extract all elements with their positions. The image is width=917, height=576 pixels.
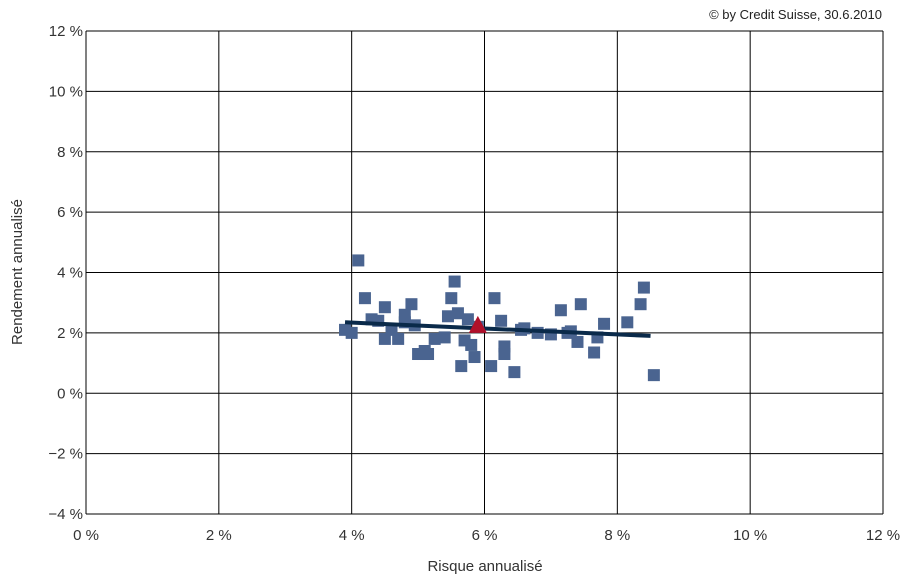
data-point bbox=[465, 338, 478, 351]
x-tick-label: 2 % bbox=[206, 527, 232, 544]
data-point bbox=[588, 346, 601, 359]
data-point bbox=[405, 298, 418, 311]
x-axis-title: Risque annualisé bbox=[427, 558, 542, 575]
y-tick-label: 12 % bbox=[49, 23, 83, 40]
data-point bbox=[461, 313, 474, 326]
highlight-point bbox=[468, 315, 487, 333]
x-tick-label: 10 % bbox=[733, 527, 767, 544]
data-point bbox=[637, 281, 650, 294]
x-tick-label: 0 % bbox=[73, 527, 99, 544]
data-point bbox=[468, 351, 481, 364]
trend-line bbox=[344, 320, 651, 338]
data-point bbox=[495, 314, 508, 327]
data-point bbox=[392, 332, 405, 345]
data-point bbox=[451, 307, 464, 320]
y-tick-label: 10 % bbox=[49, 83, 83, 100]
data-point bbox=[488, 292, 501, 305]
y-tick-label: 0 % bbox=[57, 385, 83, 402]
data-series bbox=[339, 254, 660, 382]
data-point bbox=[385, 323, 398, 336]
data-point bbox=[358, 292, 371, 305]
y-tick-label: −2 % bbox=[48, 446, 83, 463]
data-point bbox=[378, 301, 391, 314]
x-tick-label: 6 % bbox=[472, 527, 498, 544]
y-axis-title: Rendement annualisé bbox=[9, 199, 26, 345]
data-point bbox=[554, 304, 567, 317]
data-point bbox=[438, 331, 451, 344]
x-tick-label: 8 % bbox=[604, 527, 630, 544]
x-tick-label: 12 % bbox=[866, 527, 900, 544]
data-point bbox=[378, 332, 391, 345]
y-tick-label: −4 % bbox=[48, 506, 83, 523]
data-point bbox=[345, 326, 358, 339]
tick-labels: 0 % 2 % 4 % 6 % 8 % 10 % 12 % −4 % −2 % 0 % 2 % 4 %… bbox=[48, 23, 900, 544]
data-point bbox=[441, 310, 454, 323]
copyright-note: © by Credit Suisse, 30.6.2010 bbox=[709, 7, 882, 22]
x-tick-label: 4 % bbox=[339, 527, 365, 544]
y-tick-label: 4 % bbox=[57, 265, 83, 282]
data-point bbox=[598, 317, 611, 330]
data-point bbox=[647, 369, 660, 382]
data-point bbox=[571, 335, 584, 348]
data-point bbox=[634, 298, 647, 311]
y-tick-label: 2 % bbox=[57, 325, 83, 342]
data-point bbox=[455, 360, 468, 373]
data-point bbox=[621, 316, 634, 329]
data-point bbox=[485, 360, 498, 373]
data-point bbox=[574, 298, 587, 311]
y-tick-label: 8 % bbox=[57, 144, 83, 161]
y-tick-label: 6 % bbox=[57, 204, 83, 221]
data-point bbox=[508, 366, 521, 379]
grid bbox=[85, 30, 884, 515]
data-point bbox=[448, 275, 461, 288]
data-point bbox=[445, 292, 458, 305]
data-point bbox=[498, 348, 511, 361]
data-point bbox=[428, 332, 441, 345]
data-point bbox=[422, 348, 435, 361]
data-point bbox=[352, 254, 365, 267]
